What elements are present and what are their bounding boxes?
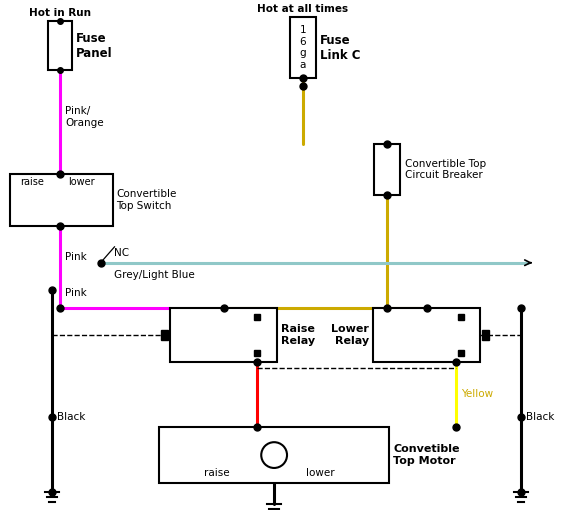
- Text: Fuse
Link C: Fuse Link C: [320, 34, 360, 61]
- Text: Lower
Relay: Lower Relay: [331, 324, 369, 346]
- Text: Yellow: Yellow: [461, 388, 492, 399]
- Bar: [374, 144, 400, 195]
- Bar: [170, 308, 277, 362]
- Bar: [374, 308, 480, 362]
- Bar: [458, 314, 463, 320]
- Text: Convertible
Top Switch: Convertible Top Switch: [117, 190, 177, 211]
- Text: raise: raise: [204, 468, 230, 478]
- Text: Hot in Run: Hot in Run: [29, 8, 91, 18]
- Text: NC: NC: [114, 248, 129, 258]
- Text: Convetible
Top Motor: Convetible Top Motor: [393, 444, 459, 466]
- Text: Black: Black: [57, 412, 85, 423]
- Bar: [159, 427, 389, 483]
- Bar: [290, 17, 316, 78]
- Text: Pink: Pink: [65, 288, 86, 298]
- Text: Pink/
Orange: Pink/ Orange: [65, 106, 104, 128]
- Bar: [48, 21, 72, 71]
- Bar: [161, 330, 168, 340]
- Text: Convertible Top
Circuit Breaker: Convertible Top Circuit Breaker: [405, 159, 486, 180]
- Text: Black: Black: [526, 412, 554, 423]
- Bar: [254, 350, 260, 356]
- Bar: [458, 350, 463, 356]
- Text: lower: lower: [68, 177, 95, 188]
- Text: Grey/Light Blue: Grey/Light Blue: [114, 270, 195, 280]
- Bar: [10, 174, 113, 226]
- Text: Hot at all times: Hot at all times: [258, 4, 349, 14]
- Text: Pink: Pink: [65, 252, 86, 262]
- Text: Raise
Relay: Raise Relay: [281, 324, 315, 346]
- Text: Fuse
Panel: Fuse Panel: [76, 32, 113, 60]
- Text: raise: raise: [20, 177, 44, 188]
- Bar: [254, 314, 260, 320]
- Text: lower: lower: [306, 468, 335, 478]
- Bar: [483, 330, 490, 340]
- Text: 1
6
g
a: 1 6 g a: [300, 25, 306, 70]
